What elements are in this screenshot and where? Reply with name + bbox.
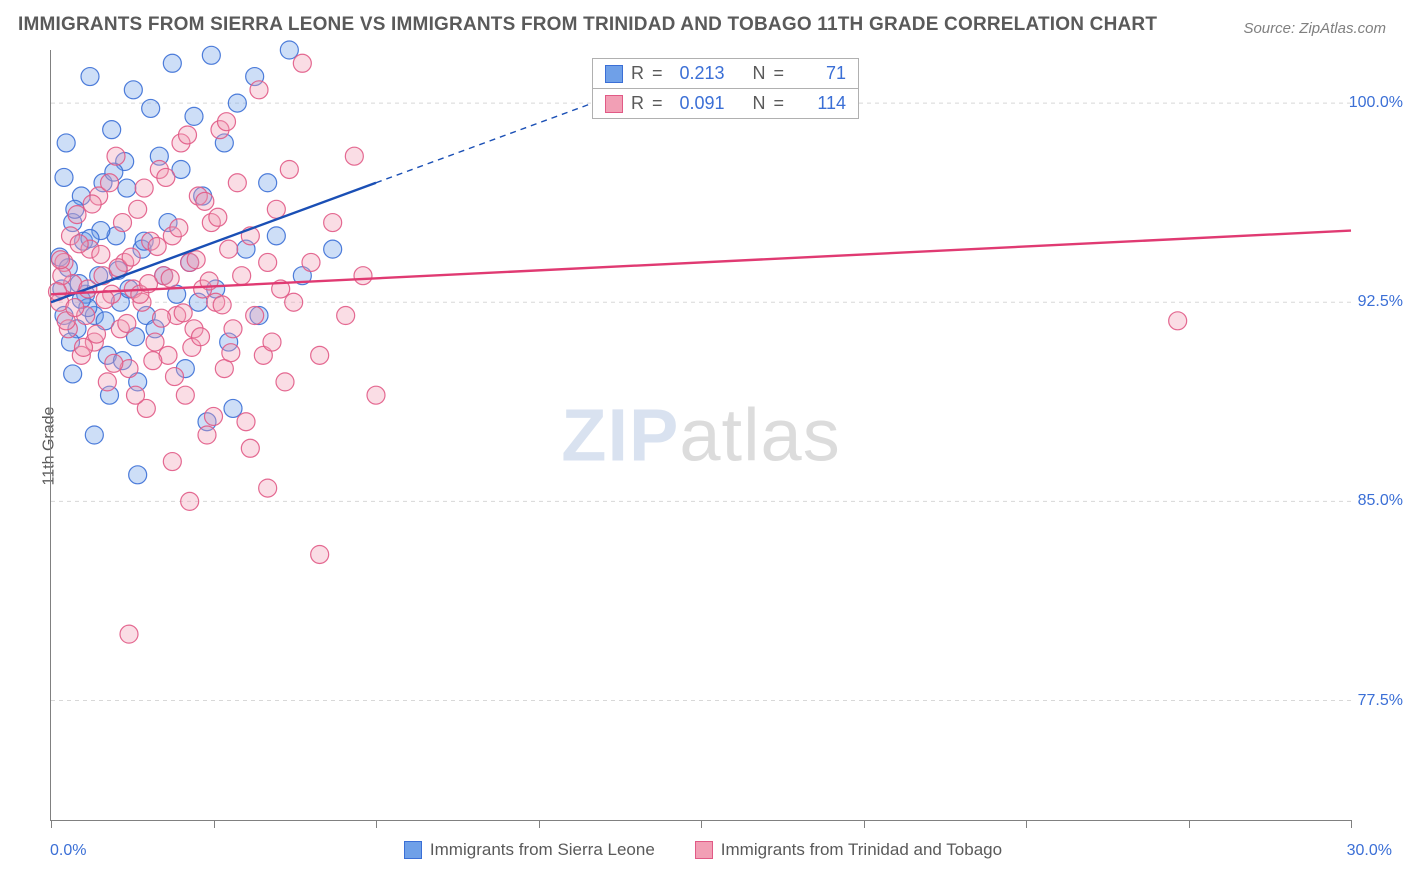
x-tick-mark	[864, 820, 865, 828]
x-tick-mark	[539, 820, 540, 828]
x-tick-mark	[1189, 820, 1190, 828]
stat-N-value: 114	[792, 93, 846, 114]
y-tick-label: 100.0%	[1347, 94, 1403, 112]
x-tick-mark	[701, 820, 702, 828]
stat-N-label: N	[753, 93, 766, 114]
plot-area: ZIPatlas 77.5%85.0%92.5%100.0% R=0.213N=…	[50, 50, 1351, 821]
x-tick-mark	[214, 820, 215, 828]
chart-title: IMMIGRANTS FROM SIERRA LEONE VS IMMIGRAN…	[18, 14, 1157, 36]
stat-R-value: 0.213	[671, 63, 725, 84]
y-tick-label: 77.5%	[1347, 692, 1403, 710]
stat-R-label: R	[631, 63, 644, 84]
stat-eq: =	[774, 63, 785, 84]
stat-swatch	[605, 65, 623, 83]
y-tick-label: 92.5%	[1347, 293, 1403, 311]
stat-legend-row: R = 0.091 N = 114	[593, 88, 858, 118]
bottom-legend: Immigrants from Sierra Leone Immigrants …	[0, 840, 1406, 860]
stat-eq: =	[652, 63, 663, 84]
stat-legend: R = 0.213 N = 71 R = 0.091 N = 114	[592, 58, 859, 119]
legend-item-series-1: Immigrants from Trinidad and Tobago	[695, 840, 1002, 860]
legend-swatch-series-0	[404, 841, 422, 859]
stat-N-value: 71	[792, 63, 846, 84]
stat-eq: =	[774, 93, 785, 114]
legend-swatch-series-1	[695, 841, 713, 859]
x-tick-mark	[51, 820, 52, 828]
stat-swatch	[605, 95, 623, 113]
x-tick-mark	[1351, 820, 1352, 828]
legend-item-series-0: Immigrants from Sierra Leone	[404, 840, 655, 860]
stat-eq: =	[652, 93, 663, 114]
stat-R-label: R	[631, 93, 644, 114]
legend-label-series-0: Immigrants from Sierra Leone	[430, 840, 655, 860]
source-attribution: Source: ZipAtlas.com	[1243, 20, 1386, 37]
stat-N-label: N	[753, 63, 766, 84]
stat-R-value: 0.091	[671, 93, 725, 114]
stat-legend-row: R = 0.213 N = 71	[593, 59, 858, 88]
chart-container: IMMIGRANTS FROM SIERRA LEONE VS IMMIGRAN…	[0, 0, 1406, 892]
plot-svg	[51, 50, 1351, 820]
x-tick-mark	[376, 820, 377, 828]
x-tick-mark	[1026, 820, 1027, 828]
legend-label-series-1: Immigrants from Trinidad and Tobago	[721, 840, 1002, 860]
y-tick-label: 85.0%	[1347, 492, 1403, 510]
